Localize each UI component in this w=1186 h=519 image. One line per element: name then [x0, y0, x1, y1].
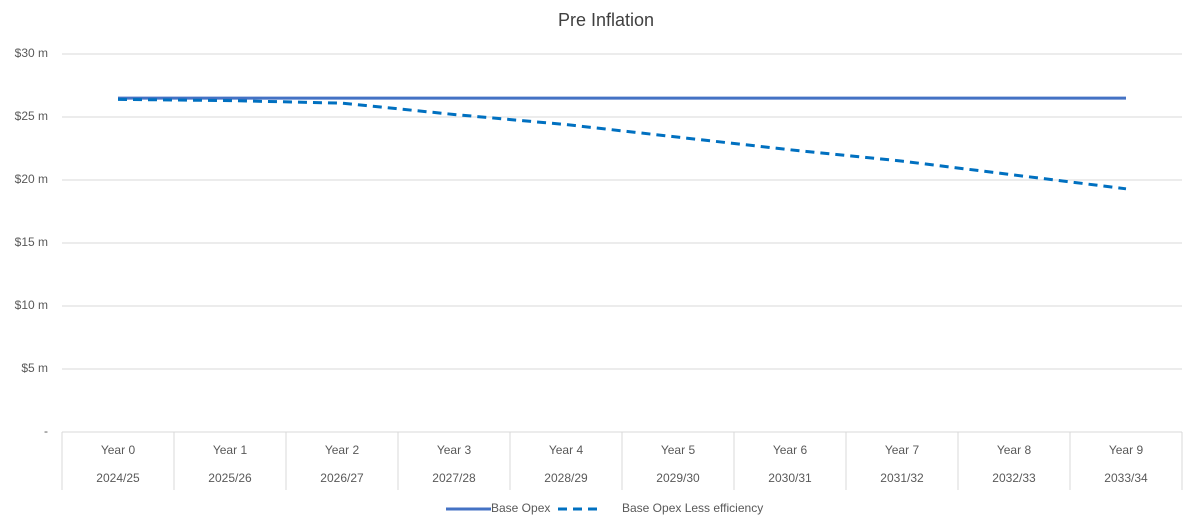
legend-label: Base Opex Less efficiency	[622, 501, 763, 515]
x-tick-label: Year 1	[213, 443, 248, 457]
y-tick-label: $30 m	[15, 46, 48, 60]
x-tick-label: Year 3	[437, 443, 472, 457]
x-tick-label-secondary: 2029/30	[656, 471, 700, 485]
x-tick-label: Year 0	[101, 443, 136, 457]
x-tick-label: Year 8	[997, 443, 1032, 457]
x-tick-label: Year 9	[1109, 443, 1144, 457]
x-tick-label-secondary: 2030/31	[768, 471, 812, 485]
y-tick-label: $10 m	[15, 298, 48, 312]
y-tick-label: $5 m	[21, 361, 48, 375]
series-line	[117, 97, 1127, 191]
x-tick-label-secondary: 2033/34	[1104, 471, 1148, 485]
y-tick-label: $25 m	[15, 109, 48, 123]
legend-label: Base Opex	[491, 501, 550, 515]
x-tick-label-secondary: 2032/33	[992, 471, 1036, 485]
chart-title: Pre Inflation	[558, 10, 654, 30]
x-tick-label: Year 2	[325, 443, 360, 457]
y-tick-label: $20 m	[15, 172, 48, 186]
x-tick-label-secondary: 2031/32	[880, 471, 924, 485]
y-tick-label: -	[44, 424, 48, 438]
x-tick-label: Year 4	[549, 443, 584, 457]
x-tick-label: Year 7	[885, 443, 920, 457]
x-tick-label-secondary: 2028/29	[544, 471, 588, 485]
x-tick-label-secondary: 2024/25	[96, 471, 140, 485]
x-tick-label-secondary: 2026/27	[320, 471, 364, 485]
x-tick-label-secondary: 2025/26	[208, 471, 252, 485]
x-tick-label: Year 6	[773, 443, 808, 457]
x-tick-label: Year 5	[661, 443, 696, 457]
x-tick-label-secondary: 2027/28	[432, 471, 476, 485]
y-tick-label: $15 m	[15, 235, 48, 249]
